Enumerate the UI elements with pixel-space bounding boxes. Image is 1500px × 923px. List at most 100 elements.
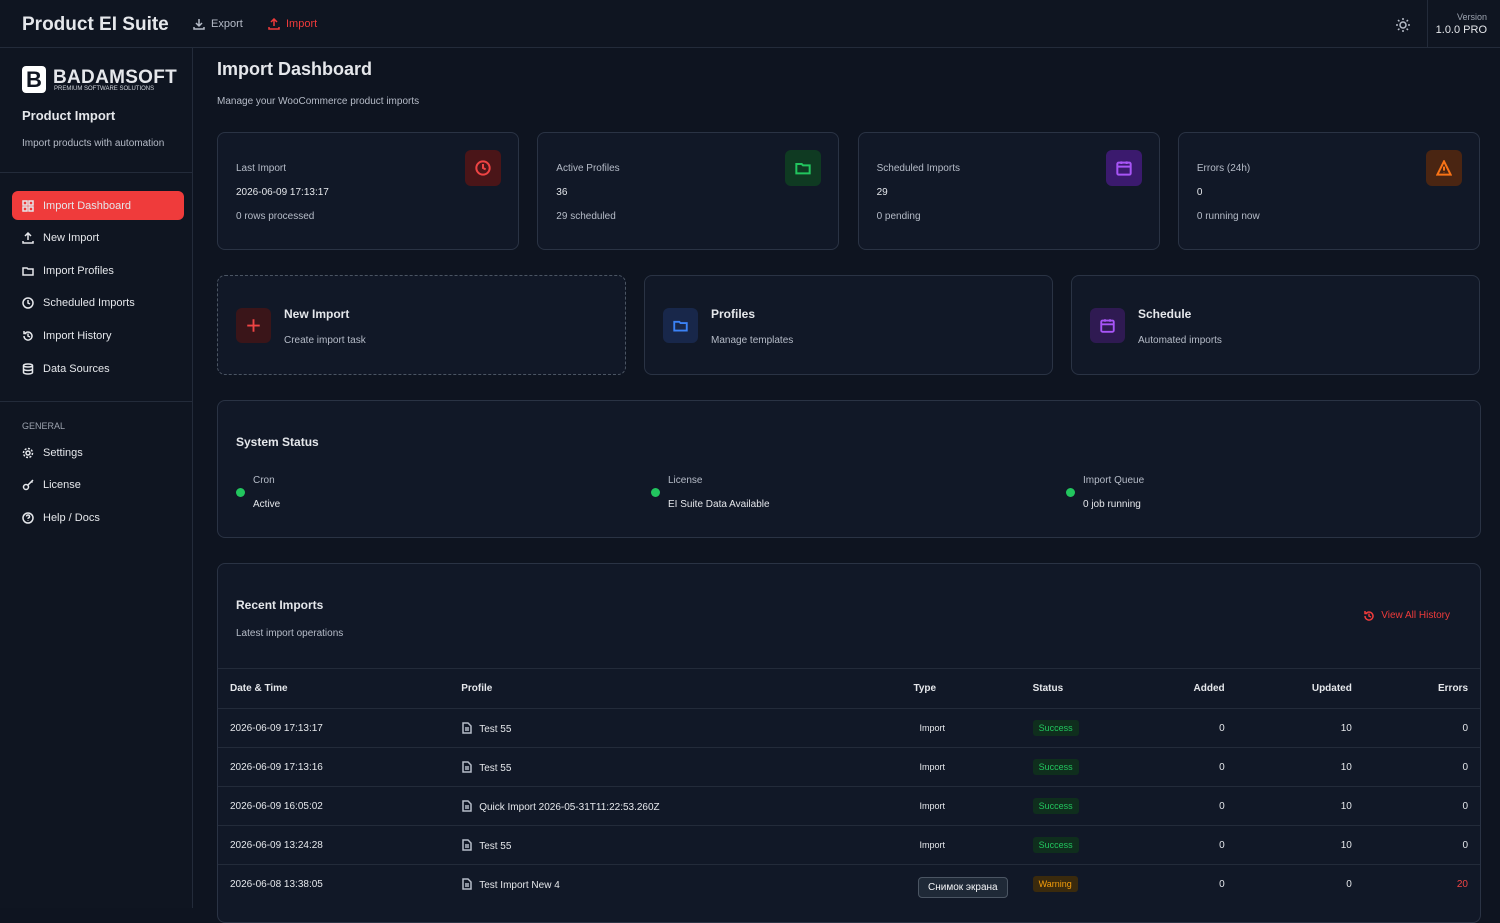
stat-label: Active Profiles bbox=[556, 163, 620, 174]
status-dot bbox=[236, 488, 245, 497]
app-title: Product EI Suite bbox=[22, 14, 169, 35]
view-history-link[interactable]: View All History bbox=[1363, 610, 1450, 622]
import-type: Import bbox=[919, 761, 945, 772]
table-cell: Test 55 bbox=[449, 825, 902, 865]
status-value: 0 job running bbox=[1083, 499, 1141, 510]
cell-text: 0 bbox=[1219, 878, 1225, 890]
status-dot bbox=[651, 488, 660, 497]
table-row: 2026-06-09 17:13:17 Test 55 Import Success 0… bbox=[218, 708, 1480, 748]
table-cell: Success bbox=[1020, 708, 1132, 748]
stat-card: Scheduled Imports 29 0 pending bbox=[857, 132, 1160, 250]
column-header: Added bbox=[1131, 668, 1237, 709]
import-type: Import bbox=[919, 800, 945, 811]
system-status-card: System Status Cron Active License EI Suite … bbox=[217, 400, 1481, 538]
sidebar-subtitle: Import products with automation bbox=[22, 138, 165, 149]
table-cell: Import bbox=[901, 825, 1021, 865]
cell-text: 0 bbox=[1462, 800, 1468, 812]
nav-item[interactable]: Help / Docs bbox=[12, 503, 184, 532]
cell-text: 0 bbox=[1462, 839, 1468, 851]
nav-item[interactable]: Scheduled Imports bbox=[12, 289, 184, 318]
export-label: Export bbox=[211, 18, 243, 30]
stat-icon bbox=[785, 150, 822, 186]
stat-note: 0 rows processed bbox=[236, 211, 315, 222]
quick-title: New Import bbox=[284, 307, 350, 321]
quick-action-card[interactable]: Profiles Manage templates bbox=[644, 275, 1053, 375]
nav-item[interactable]: Import Dashboard bbox=[12, 191, 184, 220]
status-label: License bbox=[668, 475, 703, 486]
profile-name: Test 55 bbox=[479, 762, 512, 774]
cell-text: 2026-06-09 13:24:28 bbox=[230, 839, 323, 851]
table-row: 2026-06-09 13:24:28 Test 55 Import Success 0… bbox=[218, 825, 1480, 865]
nav-label: Scheduled Imports bbox=[43, 297, 135, 310]
page-title: Import Dashboard bbox=[217, 59, 373, 79]
table-cell: 0 bbox=[1131, 747, 1237, 787]
imports-table: Date & Time Profile Type Status Added Updated… bbox=[218, 668, 1480, 904]
nav-label: Help / Docs bbox=[43, 511, 100, 524]
quick-icon bbox=[663, 308, 698, 343]
nav-item[interactable]: Settings bbox=[12, 438, 184, 467]
stat-value: 36 bbox=[556, 187, 568, 198]
brand: BADAMSOFT bbox=[53, 67, 178, 88]
table-cell: 0 bbox=[1131, 825, 1237, 865]
table-cell: 2026-06-09 16:05:02 bbox=[218, 786, 450, 826]
column-header: Status bbox=[1020, 668, 1132, 709]
stat-label: Last Import bbox=[236, 163, 287, 174]
nav-item[interactable]: License bbox=[12, 471, 184, 500]
nav-item[interactable]: Import History bbox=[12, 321, 184, 350]
import-button[interactable]: Import bbox=[268, 18, 317, 30]
import-type: Import bbox=[919, 722, 945, 733]
nav-label: Settings bbox=[43, 446, 83, 459]
quick-action-card[interactable]: Schedule Automated imports bbox=[1071, 275, 1480, 375]
table-cell: 2026-06-09 13:24:28 bbox=[218, 825, 450, 865]
table-cell: 0 bbox=[1363, 825, 1480, 865]
status-badge: Warning bbox=[1032, 876, 1078, 893]
quick-desc: Manage templates bbox=[711, 335, 794, 346]
cell-text: 10 bbox=[1340, 761, 1352, 773]
nav-item[interactable]: New Import bbox=[12, 224, 184, 253]
table-cell: Test Import New 4 bbox=[449, 864, 902, 904]
status-label: Cron bbox=[253, 475, 275, 486]
table-row: 2026-06-09 17:13:16 Test 55 Import Success 0… bbox=[218, 747, 1480, 787]
cell-text: 0 bbox=[1346, 878, 1352, 890]
cell-text: 2026-06-09 16:05:02 bbox=[230, 800, 323, 812]
stat-card: Errors (24h) 0 0 running now bbox=[1177, 132, 1480, 250]
stat-icon bbox=[1425, 150, 1462, 186]
export-button[interactable]: Export bbox=[193, 18, 243, 30]
section-subtitle: Latest import operations bbox=[236, 628, 344, 639]
quick-action-card[interactable]: New Import Create import task bbox=[217, 275, 626, 375]
quick-icon bbox=[1090, 308, 1125, 343]
nav-item[interactable]: Import Profiles bbox=[12, 256, 184, 285]
quick-title: Profiles bbox=[711, 307, 756, 321]
stat-value: 29 bbox=[876, 187, 888, 198]
stat-note: 0 running now bbox=[1196, 211, 1260, 222]
table-cell: 0 bbox=[1131, 786, 1237, 826]
status-badge: Success bbox=[1032, 759, 1079, 775]
quick-title: Schedule bbox=[1138, 307, 1192, 321]
table-row: 2026-06-09 16:05:02 Quick Import 2026-05-… bbox=[218, 786, 1480, 826]
divider bbox=[0, 172, 193, 173]
nav-label: Data Sources bbox=[43, 362, 110, 375]
cell-text: 0 bbox=[1219, 761, 1225, 773]
cell-text: 10 bbox=[1340, 839, 1352, 851]
status-badge: Success bbox=[1032, 720, 1079, 736]
page-subtitle: Manage your WooCommerce product imports bbox=[217, 96, 420, 107]
link-label: View All History bbox=[1381, 610, 1450, 621]
import-label: Import bbox=[286, 18, 318, 30]
stat-value: 0 bbox=[1196, 187, 1203, 198]
nav-label: Import Dashboard bbox=[43, 199, 132, 212]
status-dot bbox=[1066, 488, 1075, 497]
table-cell: Import bbox=[901, 708, 1021, 748]
profile-name: Quick Import 2026-05-31T11:22:53.260Z bbox=[479, 801, 660, 813]
table-cell: 10 bbox=[1236, 708, 1364, 748]
theme-toggle[interactable] bbox=[1396, 18, 1410, 32]
nav-label: New Import bbox=[43, 232, 100, 245]
table-cell: 0 bbox=[1131, 708, 1237, 748]
table-cell: Test 55 bbox=[449, 708, 902, 748]
tooltip: Снимок экрана bbox=[918, 877, 1008, 898]
profile-name: Test Import New 4 bbox=[479, 879, 560, 891]
nav-item[interactable]: Data Sources bbox=[12, 354, 184, 383]
section-title: System Status bbox=[236, 435, 319, 449]
table-cell: Success bbox=[1020, 825, 1132, 865]
cell-text: 0 bbox=[1462, 722, 1468, 734]
table-cell: 10 bbox=[1236, 747, 1364, 787]
